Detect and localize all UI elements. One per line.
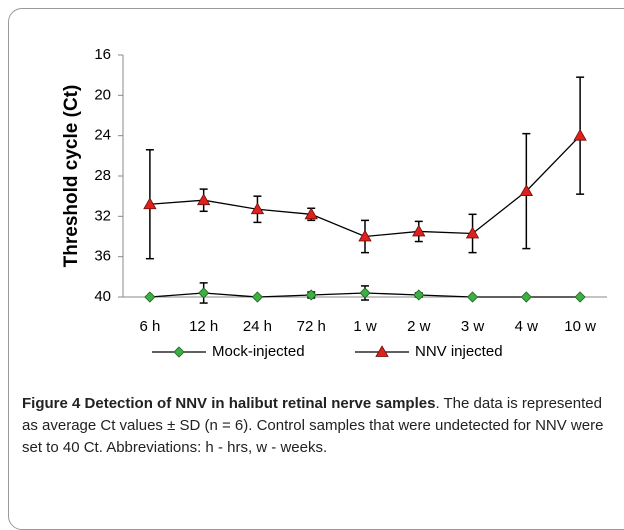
marker — [375, 345, 389, 357]
marker — [520, 291, 532, 303]
caption-title: Detection of NNV in halibut retinal nerv… — [84, 395, 436, 412]
marker — [251, 291, 264, 303]
y-tick-label: 40 — [94, 288, 111, 305]
marker — [412, 224, 426, 237]
y-tick-label: 20 — [94, 86, 111, 103]
x-tick-label: 12 h — [189, 318, 218, 335]
marker — [250, 202, 265, 215]
y-tick-label: 32 — [94, 207, 111, 224]
marker — [573, 128, 587, 141]
marker — [359, 287, 371, 299]
marker — [198, 287, 210, 299]
page: {"chart_data": {"type": "line", "y_label… — [8, 8, 624, 530]
marker — [519, 184, 534, 197]
legend-label: Mock-injected — [212, 343, 305, 360]
y-tick-label: 28 — [94, 167, 111, 184]
marker — [304, 207, 318, 220]
y-tick-label: 24 — [94, 127, 111, 144]
y-tick-label: 36 — [94, 248, 111, 265]
marker — [358, 229, 372, 242]
x-tick-label: 1 w — [353, 318, 377, 335]
marker — [305, 289, 317, 301]
x-tick-label: 3 w — [461, 318, 485, 335]
caption: Figure 4 Detection of NNV in halibut ret… — [22, 393, 614, 459]
x-tick-label: 6 h — [139, 318, 160, 335]
x-tick-label: 2 w — [407, 318, 431, 335]
marker — [465, 226, 480, 239]
x-tick-label: 4 w — [515, 318, 539, 335]
marker — [144, 291, 156, 303]
x-tick-label: 24 h — [243, 318, 272, 335]
legend-label: NNV injected — [415, 343, 503, 360]
x-tick-label: 10 w — [564, 318, 596, 335]
marker — [466, 291, 479, 303]
marker — [143, 197, 157, 210]
caption-label: Figure 4 — [22, 395, 81, 412]
y-axis-title: Threshold cycle (Ct) — [61, 85, 82, 268]
marker — [413, 289, 425, 301]
caption-text: . The data is represented as average Ct … — [22, 395, 604, 456]
marker — [196, 193, 211, 206]
y-tick-label: 16 — [94, 46, 111, 63]
marker — [574, 291, 586, 303]
marker — [173, 346, 185, 358]
chart: Threshold cycle (Ct) 16 20 24 28 32 36 40 6 h 12… — [61, 46, 607, 360]
x-tick-label: 72 h — [297, 318, 326, 335]
